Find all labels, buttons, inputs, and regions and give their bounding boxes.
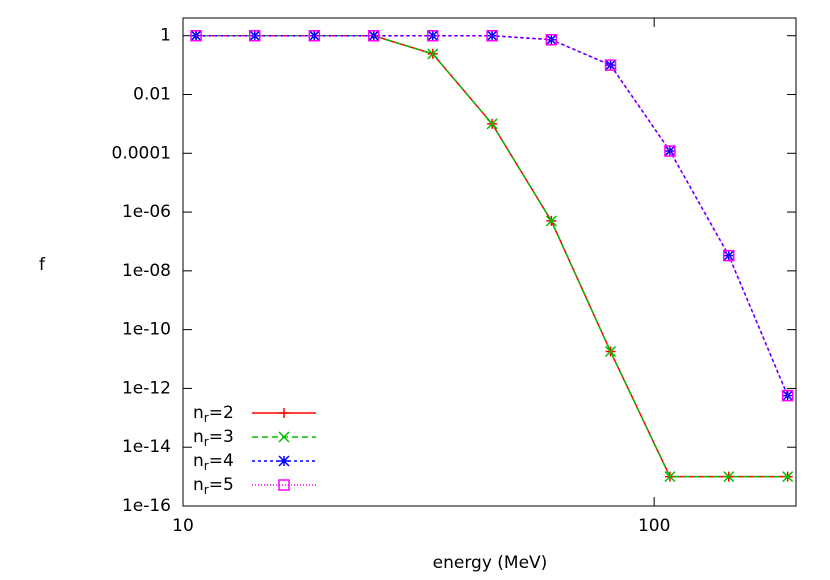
marker (782, 471, 794, 483)
y-tick-label: 1e-10 (122, 320, 171, 340)
y-tick-label: 1e-06 (122, 202, 171, 222)
marker (605, 345, 617, 358)
series-line (196, 34, 789, 396)
marker (664, 471, 676, 483)
marker (308, 30, 320, 42)
y-axis-label: f (39, 255, 46, 275)
series-line (196, 34, 788, 478)
marker (249, 29, 261, 42)
y-tick-label: 1 (160, 26, 171, 46)
plot-frame (182, 17, 797, 507)
marker (782, 390, 794, 402)
y-tick-label: 0.0001 (112, 143, 171, 163)
marker (486, 118, 498, 130)
legend-marker (278, 455, 290, 467)
marker (190, 30, 202, 42)
legend-marker (279, 408, 289, 418)
series-line (196, 34, 788, 478)
marker (781, 389, 794, 402)
marker (723, 250, 735, 262)
y-tick-label: 1e-16 (122, 496, 171, 516)
marker (604, 59, 617, 71)
marker (427, 30, 439, 42)
y-tick-label: 1e-12 (122, 378, 171, 398)
marker (249, 30, 261, 42)
legend-label: nr=2 (193, 403, 234, 425)
marker (605, 59, 617, 71)
marker (664, 145, 676, 157)
marker (190, 29, 202, 42)
y-tick-label: 0.01 (133, 84, 171, 104)
marker (723, 471, 735, 483)
legend-label: nr=5 (193, 475, 234, 497)
marker (545, 215, 557, 227)
marker (427, 48, 439, 60)
series-line (196, 34, 789, 396)
marker (486, 30, 498, 42)
marker (427, 29, 439, 42)
y-tick-label: 1e-08 (122, 261, 171, 281)
legend-label: nr=3 (193, 427, 234, 449)
legend-marker (278, 431, 290, 443)
x-tick-label: 10 (172, 516, 194, 536)
marker (545, 34, 557, 46)
x-tick-label: 100 (638, 516, 670, 536)
marker (545, 33, 558, 46)
marker (664, 145, 676, 157)
marker (367, 29, 380, 42)
x-axis-label: energy (MeV) (433, 553, 548, 573)
marker (308, 29, 321, 42)
y-tick-label: 1e-14 (122, 437, 171, 457)
marker (486, 29, 498, 42)
legend-label: nr=4 (193, 451, 234, 473)
marker (723, 249, 735, 262)
legend-marker (278, 479, 290, 491)
